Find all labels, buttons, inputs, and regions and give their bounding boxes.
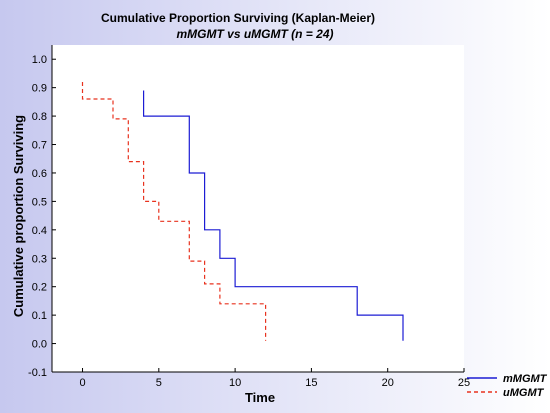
x-tick-label: 20 — [382, 377, 394, 389]
x-ticks: 0 5 10 15 20 25 — [79, 368, 470, 389]
y-ticks: -0.1 0.0 0.1 0.2 0.3 0.4 0.5 0.6 0.7 0.8 0.9 1.0 — [28, 54, 56, 379]
y-tick-label: 0.8 — [32, 111, 47, 123]
y-tick-label: 0.1 — [32, 310, 47, 322]
legend-label-umgmt: uMGMT — [503, 387, 545, 399]
y-axis-label: Cumulative proportion Surviving — [11, 115, 26, 317]
series-layer — [81, 82, 404, 341]
y-tick-label: 0.2 — [32, 282, 47, 294]
x-tick-label: 5 — [156, 377, 162, 389]
x-tick-label: 15 — [305, 377, 317, 389]
y-tick-label: 1.0 — [32, 54, 47, 66]
y-tick-label: 0.3 — [32, 253, 47, 265]
y-tick-label: 0.7 — [32, 140, 47, 152]
legend-label-mmgmt: mMGMT — [503, 373, 548, 385]
series-line-umgmt — [81, 82, 267, 341]
legend: mMGMT uMGMT — [467, 373, 548, 399]
y-tick-label: 0.9 — [32, 83, 47, 95]
chart-title: Cumulative Proportion Surviving (Kaplan-… — [101, 11, 375, 25]
y-tick-label: 0.5 — [32, 196, 47, 208]
x-tick-label: 10 — [229, 377, 241, 389]
y-tick-label: 0.0 — [32, 339, 47, 351]
y-tick-label: 0.6 — [32, 168, 47, 180]
y-tick-label: -0.1 — [28, 367, 47, 379]
x-tick-label: 25 — [458, 377, 470, 389]
x-axis-label: Time — [245, 390, 275, 405]
series-line-mmgmt — [143, 90, 404, 341]
y-tick-label: 0.4 — [32, 225, 47, 237]
chart-subtitle: mMGMT vs uMGMT (n = 24) — [176, 27, 333, 41]
x-tick-label: 0 — [79, 377, 85, 389]
plot-area-background — [52, 45, 464, 372]
